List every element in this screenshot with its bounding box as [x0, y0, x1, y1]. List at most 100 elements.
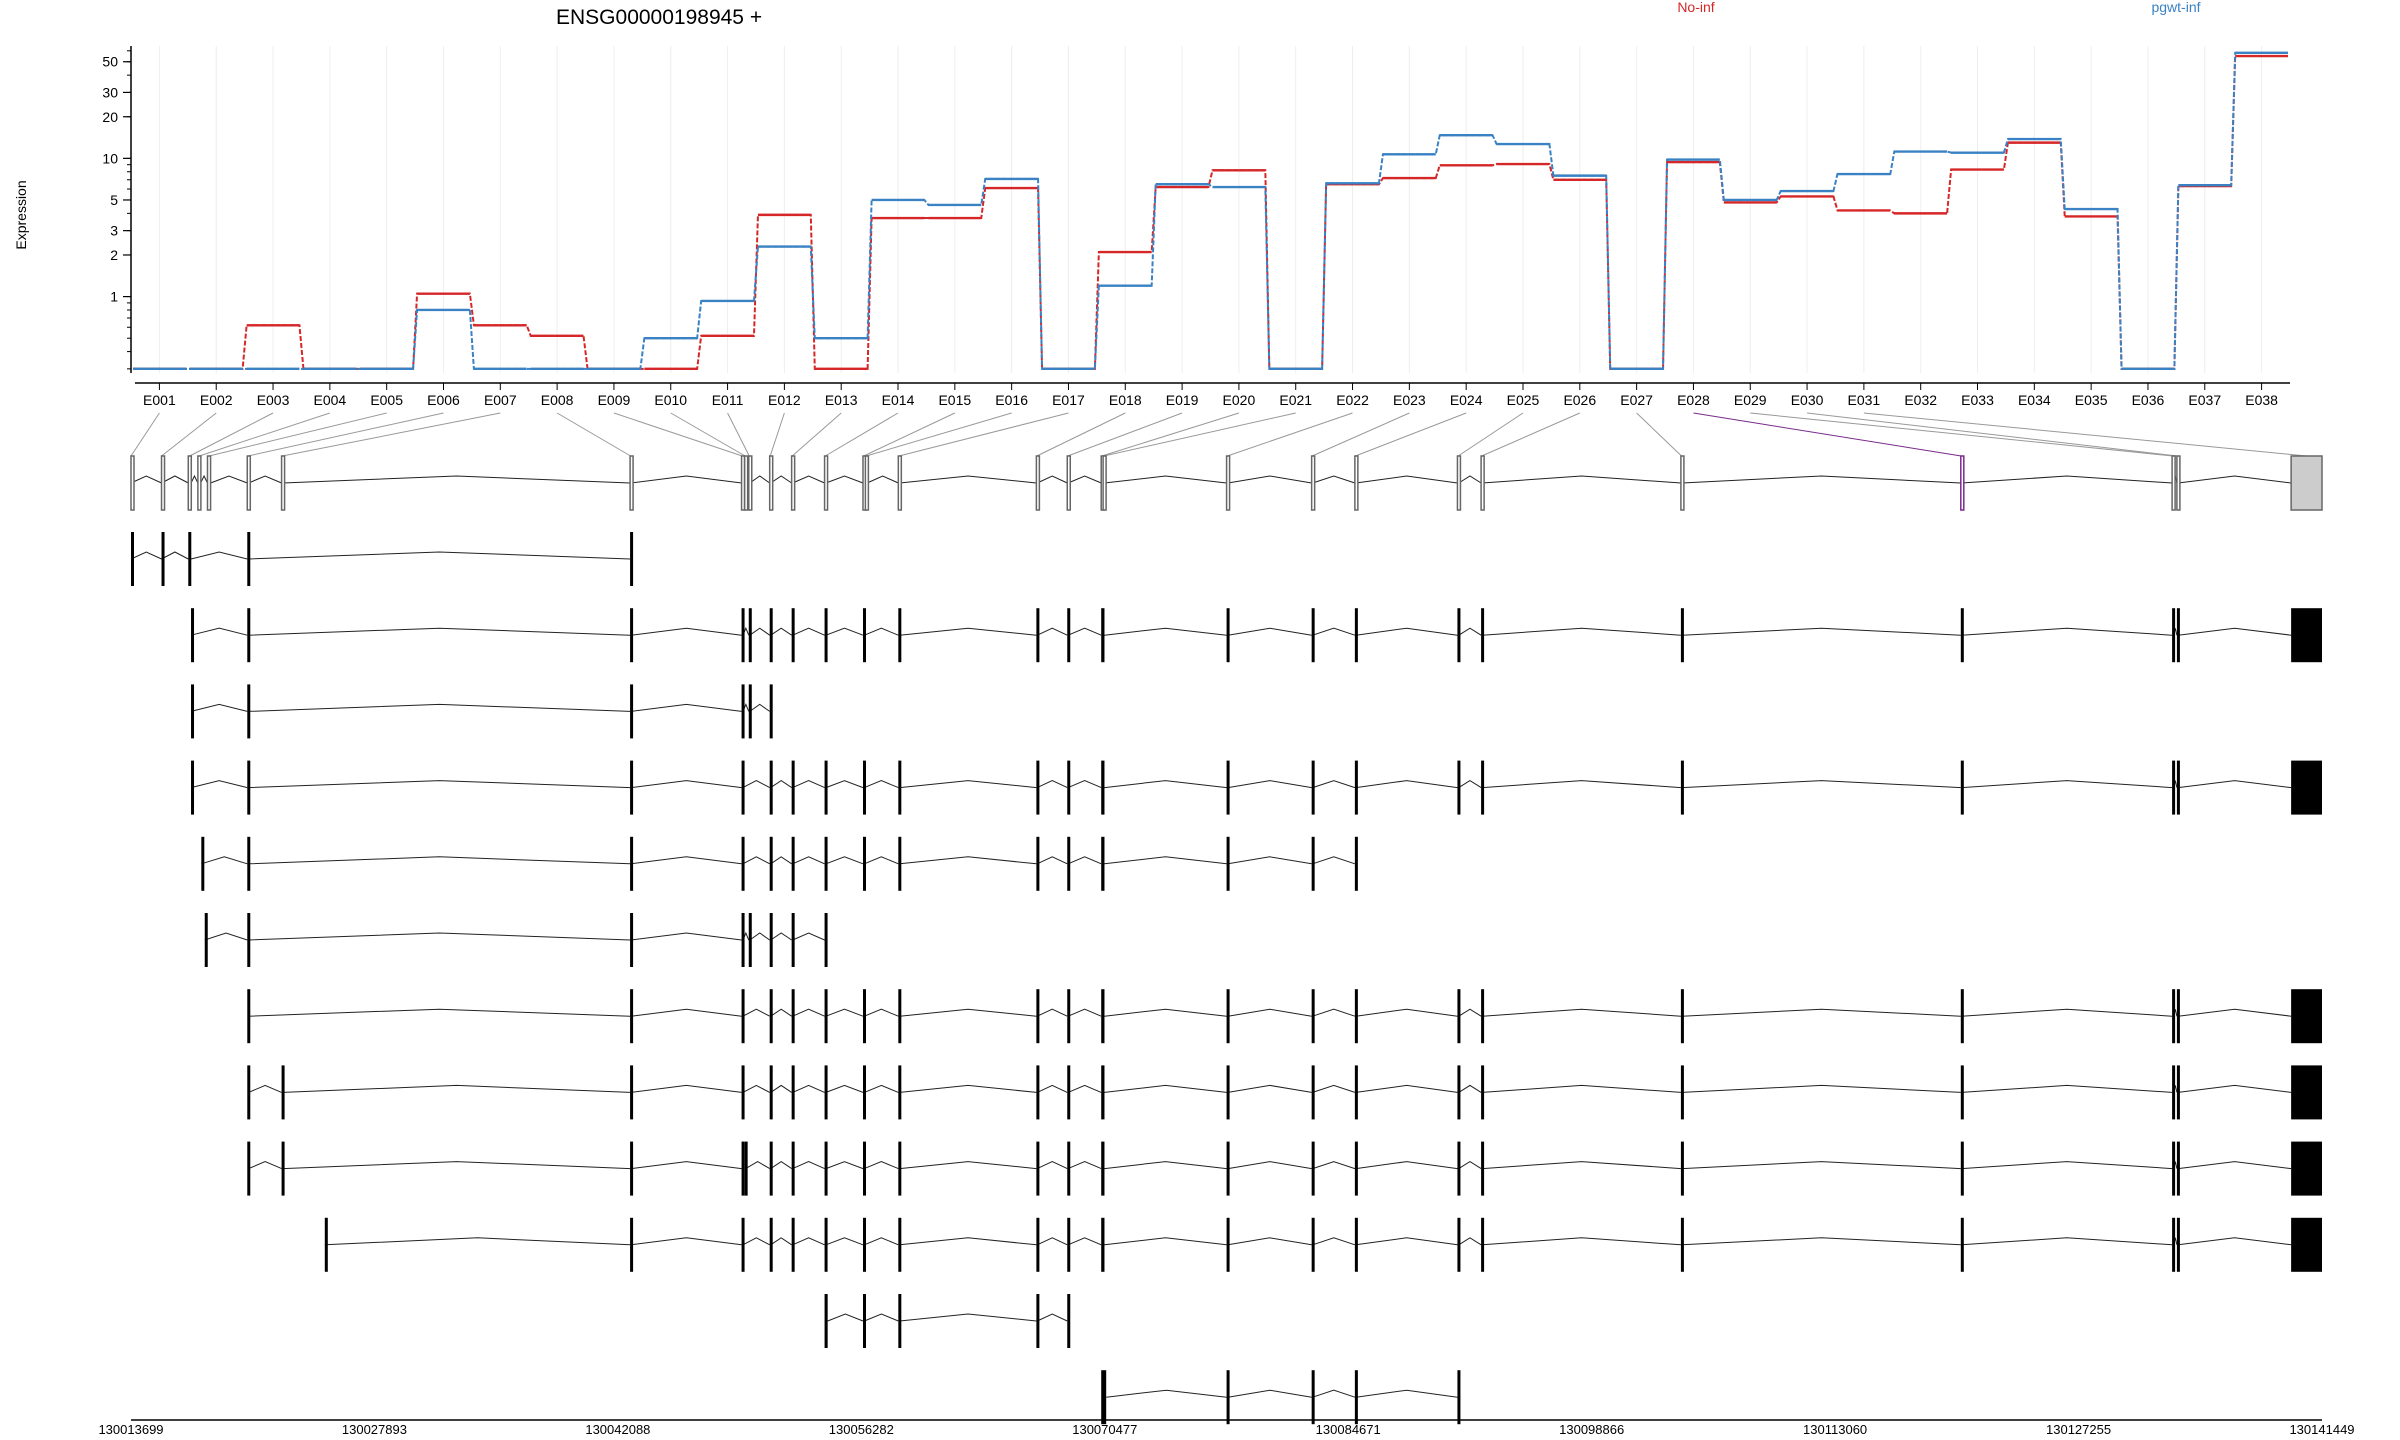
- gene-model-exon: [187, 455, 193, 511]
- transcript-exon: [769, 1141, 773, 1196]
- legend-pgwt-inf: pgwt-inf: [2151, 0, 2200, 15]
- x-tick-label: E019: [1166, 392, 1199, 408]
- intron-line: [210, 475, 248, 484]
- transcript-exon: [769, 608, 773, 663]
- intron-line: [1961, 1161, 2173, 1170]
- intron-line: [248, 627, 631, 636]
- transcript-exon: [247, 760, 251, 815]
- transcript-row: [204, 913, 828, 967]
- transcript-row: [190, 608, 2322, 663]
- intron-line: [282, 475, 631, 484]
- transcript-exon: [2172, 989, 2176, 1044]
- intron-line: [1227, 1161, 1312, 1170]
- y-tick-label: 1: [110, 289, 118, 305]
- intron-line: [899, 1084, 1037, 1093]
- x-tick-label: E023: [1393, 392, 1426, 408]
- intron-line: [631, 856, 742, 865]
- x-tick-label: E007: [484, 392, 517, 408]
- intron-line: [866, 475, 899, 484]
- exon-connector: [282, 412, 501, 457]
- gene-model-exon: [768, 455, 774, 511]
- transcript-row: [130, 532, 634, 586]
- transcript-exon: [1481, 1141, 1485, 1196]
- transcript-exon: [862, 1141, 866, 1196]
- transcript-exon: [281, 1141, 285, 1196]
- transcript-exon: [1354, 836, 1358, 891]
- transcript-exon: [1481, 608, 1485, 663]
- transcript-exon: [1680, 1065, 1684, 1120]
- transcript-exon: [1354, 1065, 1358, 1120]
- transcript-exon: [2172, 1141, 2176, 1196]
- transcript-exon: [1311, 1217, 1315, 1272]
- exon-connector: [863, 412, 956, 457]
- transcript-exon: [1067, 1065, 1071, 1120]
- y-tick-label: 50: [102, 54, 118, 70]
- transcript-exon: [741, 608, 745, 663]
- x-tick-label: E031: [1848, 392, 1881, 408]
- intron-line: [825, 1237, 864, 1246]
- exon-connector: [247, 412, 444, 457]
- gene-model-exon: [823, 455, 829, 511]
- exon-connector: [1750, 412, 2173, 457]
- transcript-row: [190, 684, 773, 739]
- transcript-exon: [630, 836, 634, 891]
- exon-connector: [866, 412, 1012, 457]
- intron-line: [1458, 475, 1482, 484]
- transcript-exon: [2291, 1217, 2322, 1272]
- y-axis: 1 2 3 5 10 20 30 50: [102, 46, 132, 373]
- intron-line: [1355, 1161, 1458, 1170]
- intron-line: [190, 474, 199, 484]
- transcript-exon: [630, 684, 634, 739]
- transcript-exon: [741, 760, 745, 815]
- intron-line: [1355, 780, 1458, 789]
- intron-line: [770, 627, 792, 636]
- intron-line: [248, 780, 631, 789]
- transcript-exon: [630, 608, 634, 663]
- transcript-exon: [769, 1065, 773, 1120]
- intron-line: [1106, 1389, 1227, 1398]
- exon-connector: [556, 412, 631, 457]
- intron-line: [749, 475, 770, 484]
- x-tick-label: E008: [541, 392, 574, 408]
- transcript-exon: [1101, 1370, 1107, 1425]
- transcript-exon: [1311, 1141, 1315, 1196]
- intron-line: [200, 474, 208, 484]
- transcript-exon: [1226, 1065, 1230, 1120]
- transcript-exon: [741, 989, 745, 1044]
- genomic-tick-label: 130141449: [2289, 1422, 2354, 1437]
- intron-line: [190, 703, 248, 712]
- intron-line: [1682, 780, 1961, 789]
- intron-line: [2178, 1237, 2292, 1246]
- exon-connector: [1693, 412, 1962, 457]
- transcript-exon: [1311, 1065, 1315, 1120]
- intron-line: [749, 627, 770, 636]
- intron-line: [742, 1237, 770, 1246]
- intron-line: [2178, 1084, 2292, 1093]
- genomic-tick-label: 130084671: [1316, 1422, 1381, 1437]
- intron-line: [1355, 1008, 1458, 1017]
- transcript-exon: [1354, 1141, 1358, 1196]
- x-tick-label: E010: [654, 392, 687, 408]
- transcript-exon: [1960, 1065, 1964, 1120]
- transcript-exon: [1036, 608, 1040, 663]
- transcript-exon: [898, 1217, 902, 1272]
- intron-line: [1458, 780, 1482, 789]
- x-tick-label: E027: [1620, 392, 1653, 408]
- intron-line: [1355, 1237, 1458, 1246]
- transcript-exon: [769, 760, 773, 815]
- series-line-pgwt-inf: [133, 51, 2288, 370]
- intron-line: [1104, 475, 1227, 484]
- intron-line: [1682, 1237, 1961, 1246]
- intron-line: [631, 475, 742, 484]
- gene-model-exon: [160, 455, 166, 511]
- x-tick-label: E015: [938, 392, 971, 408]
- transcript-exon: [769, 989, 773, 1044]
- intron-line: [1104, 1237, 1227, 1246]
- transcript-exon: [744, 1141, 748, 1196]
- transcript-exon: [769, 836, 773, 891]
- transcript-exon: [1354, 1217, 1358, 1272]
- genomic-tick-label: 130070477: [1072, 1422, 1137, 1437]
- genomic-coordinate-axis: 130013699 130027893 130042088 130056282 1300…: [98, 1419, 2355, 1437]
- transcript-exon: [1036, 1065, 1040, 1120]
- exon-connector: [791, 412, 842, 457]
